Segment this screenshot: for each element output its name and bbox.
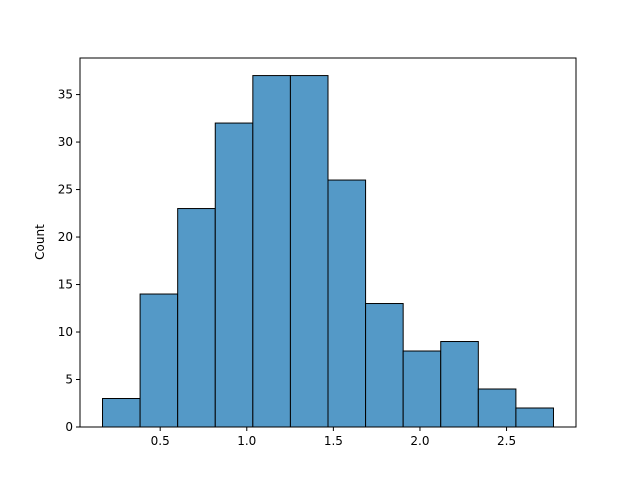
bars-group [102, 75, 554, 428]
y-tick-label: 0 [65, 420, 73, 434]
histogram-bar-6 [289, 75, 329, 428]
histogram-bar-3 [177, 208, 216, 428]
histogram-bar-4 [214, 122, 254, 428]
y-tick-label: 30 [58, 135, 73, 149]
x-axis-ticks: 0.5 1.0 1.5 2.0 2.5 [151, 427, 516, 448]
histogram-bar-9 [402, 350, 442, 428]
y-tick-label: 5 [65, 373, 73, 387]
y-tick-label: 10 [58, 325, 73, 339]
histogram-bar-10 [440, 341, 479, 428]
plot-frame [79, 57, 577, 428]
histogram-bar-2 [139, 293, 179, 428]
y-tick-label: 15 [58, 278, 73, 292]
histogram-bar-8 [365, 303, 404, 428]
x-tick-label: 0.5 [151, 434, 170, 448]
y-axis-ticks: 0 5 10 15 20 25 30 35 [58, 88, 80, 434]
histogram-bar-1 [102, 398, 141, 428]
histogram-bar-11 [477, 388, 517, 428]
x-tick-label: 1.0 [237, 434, 256, 448]
x-tick-label: 1.5 [324, 434, 343, 448]
x-tick-label: 2.5 [497, 434, 516, 448]
histogram-bar-12 [515, 407, 554, 428]
x-tick-label: 2.0 [410, 434, 429, 448]
histogram-bar-5 [252, 75, 291, 428]
y-tick-label: 20 [58, 230, 73, 244]
histogram-bar-7 [327, 179, 367, 428]
y-axis-label: Count [33, 224, 47, 260]
y-tick-label: 35 [58, 88, 73, 102]
y-tick-label: 25 [58, 183, 73, 197]
